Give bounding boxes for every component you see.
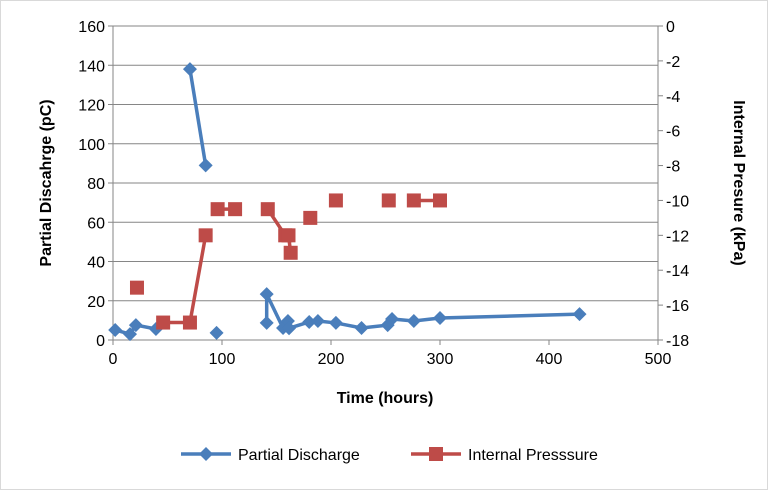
data-point [433,311,447,326]
y2-tick-label: -18 [666,333,689,350]
axes: 0 20 40 60 80 100 120 140 160 0 -2 -4 -6 -8 -10 -12 -14 -… [78,19,689,368]
data-point [406,193,421,208]
series-line [188,68,208,166]
data-point [182,315,197,330]
x-tick-label: 400 [536,351,563,368]
legend-label: Internal Presssure [468,447,598,464]
x-axis-label: Time (hours) [337,390,434,407]
data-point [198,158,213,173]
y-tick-label: 160 [78,19,105,36]
data-point [209,325,224,340]
legend-label: Partial Discharge [238,447,360,464]
data-point [572,307,587,322]
y-tick-label: 60 [87,215,105,232]
legend-marker [429,447,443,461]
series-layer [108,62,587,342]
legend: Partial Discharge Internal Presssure [181,447,598,464]
y2-tick-label: 0 [666,19,675,36]
y2-tick-label: -2 [666,54,680,71]
data-point [303,210,318,225]
data-point [228,202,243,217]
y-tick-label: 80 [87,176,105,193]
x-tick-label: 0 [109,351,118,368]
data-point [281,228,296,243]
y2-tick-label: -4 [666,89,680,106]
data-point [433,193,447,208]
data-point [260,202,275,217]
data-point [328,315,343,330]
y-axis-label: Partial Discahrge (pC) [38,99,55,266]
y2-tick-label: -16 [666,298,689,315]
data-point [210,202,225,217]
data-point [354,321,369,336]
legend-marker [199,447,213,461]
data-point [156,315,171,330]
data-point [123,327,138,342]
y2-tick-label: -6 [666,124,680,141]
data-point [129,280,144,295]
data-point [381,193,396,208]
data-point [310,313,325,328]
data-point [182,62,197,77]
y-tick-label: 40 [87,255,105,272]
y-tick-label: 140 [78,58,105,75]
y-tick-label: 20 [87,294,105,311]
y-tick-label: 100 [78,137,105,154]
y2-tick-label: -12 [666,228,689,245]
series-line [163,235,208,325]
x-tick-label: 200 [318,351,345,368]
x-tick-label: 100 [209,351,236,368]
y-tick-label: 120 [78,98,105,115]
y-tick-label: 0 [96,333,105,350]
data-point [328,193,343,208]
data-point [385,312,400,327]
x-tick-label: 500 [645,351,672,368]
y2-tick-label: -14 [666,263,689,280]
data-point [406,313,421,328]
data-point [198,228,213,243]
data-point [108,322,123,337]
data-point [259,287,274,302]
data-point [282,321,297,336]
series-internal-presssure [129,193,447,330]
y2-axis-label: Internal Presure (kPa) [730,100,747,265]
data-point [302,314,317,329]
series-partial-discharge [108,62,587,342]
x-tick-label: 300 [427,351,454,368]
data-point [283,245,298,260]
data-point [259,315,274,330]
data-point [128,318,143,333]
series-line [114,323,157,337]
y2-tick-label: -8 [666,159,680,176]
y2-tick-label: -10 [666,193,689,210]
